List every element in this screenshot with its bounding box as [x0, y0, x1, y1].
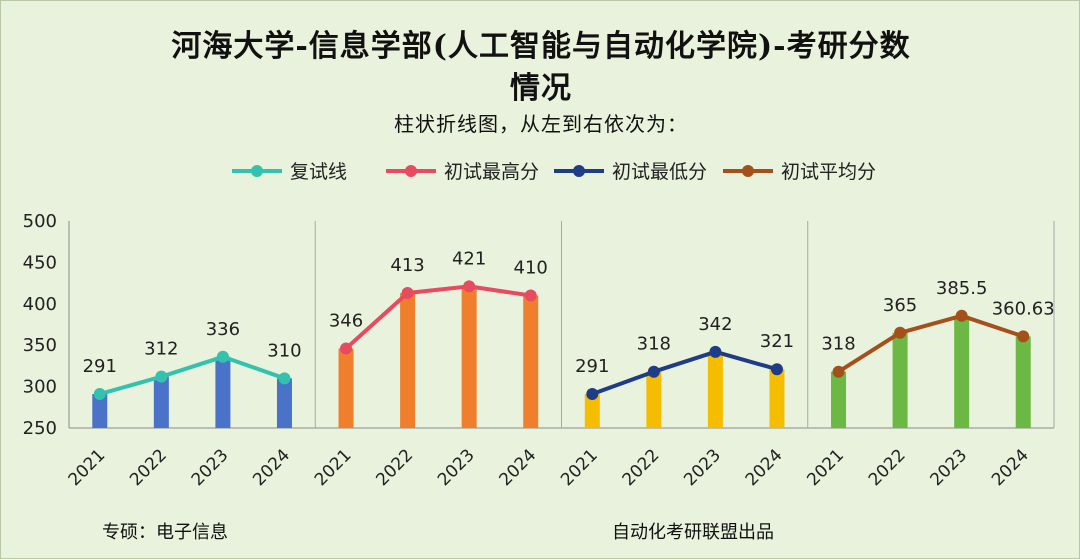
- x-tick-label: 2024: [988, 445, 1033, 490]
- bar-3-2024: [769, 369, 785, 428]
- x-tick-label: 2024: [496, 445, 541, 490]
- marker-3-2021: [586, 388, 599, 401]
- data-label: 291: [575, 356, 609, 377]
- marker-2-2024: [524, 289, 537, 302]
- bar-1-2023: [215, 356, 231, 428]
- bar-1-2021: [92, 394, 108, 428]
- x-tick-label: 2021: [557, 445, 602, 490]
- data-label: 318: [637, 334, 671, 355]
- bar-1-2022: [153, 376, 169, 428]
- series-line-3: [591, 349, 778, 396]
- x-tick-label: 2023: [434, 445, 479, 490]
- x-tick-label: 2023: [188, 445, 233, 490]
- data-label: 310: [267, 340, 301, 361]
- x-tick-label: 2022: [126, 445, 171, 490]
- marker-1-2023: [216, 350, 229, 363]
- x-tick-label: 2021: [65, 445, 110, 490]
- marker-4-2022: [894, 326, 907, 339]
- data-label: 342: [698, 314, 732, 335]
- legend-label-1: 复试线: [290, 161, 347, 183]
- marker-3-2024: [770, 363, 783, 376]
- data-label: 336: [206, 319, 240, 340]
- data-label: 318: [821, 334, 855, 355]
- y-tick-label: 500: [23, 211, 57, 232]
- y-tick-label: 400: [23, 294, 57, 315]
- legend-label-2: 初试最高分: [444, 161, 539, 183]
- data-label: 312: [144, 339, 178, 360]
- bar-2-2024: [523, 295, 539, 428]
- marker-4-2024: [1017, 330, 1030, 343]
- x-tick-label: 2022: [865, 445, 910, 490]
- bar-4-2021: [831, 371, 847, 428]
- y-tick-label: 300: [23, 377, 57, 398]
- x-tick-label: 2021: [803, 445, 848, 490]
- bar-4-2024: [1015, 336, 1031, 428]
- data-label: 413: [390, 255, 424, 276]
- legend-marker-4: [742, 165, 754, 177]
- data-label: 365: [883, 295, 917, 316]
- y-tick-label: 250: [23, 418, 57, 439]
- data-label: 346: [329, 311, 363, 332]
- marker-4-2023: [955, 309, 968, 322]
- marker-3-2022: [647, 365, 660, 378]
- legend-label-4: 初试平均分: [781, 161, 876, 183]
- legend-label-3: 初试最低分: [612, 161, 707, 183]
- marker-1-2021: [93, 388, 106, 401]
- bar-3-2023: [707, 351, 723, 428]
- bar-4-2023: [954, 315, 970, 428]
- data-label: 385.5: [936, 278, 988, 299]
- data-label: 410: [514, 258, 548, 279]
- bar-2-2021: [338, 348, 354, 428]
- data-label: 321: [760, 331, 794, 352]
- marker-2-2023: [463, 280, 476, 293]
- x-tick-label: 2022: [372, 445, 417, 490]
- bar-1-2024: [276, 378, 292, 428]
- x-tick-label: 2023: [680, 445, 725, 490]
- x-tick-label: 2024: [249, 445, 294, 490]
- series-line-1: [99, 354, 286, 396]
- data-label: 360.63: [992, 298, 1055, 319]
- legend-marker-1: [251, 165, 263, 177]
- chart-title-line1: 河海大学-信息学部(人工智能与自动化学院)-考研分数: [171, 29, 911, 64]
- chart-subtitle: 柱状折线图，从左到右依次为：: [394, 112, 688, 136]
- bar-2-2023: [461, 286, 477, 428]
- legend-marker-3: [573, 165, 585, 177]
- y-tick-label: 350: [23, 335, 57, 356]
- series-line-2: [344, 284, 532, 350]
- marker-3-2023: [709, 345, 722, 358]
- x-tick-label: 2021: [311, 445, 356, 490]
- data-label: 291: [83, 356, 117, 377]
- y-tick-label: 450: [23, 252, 57, 273]
- marker-2-2021: [340, 342, 353, 355]
- x-tick-label: 2023: [926, 445, 971, 490]
- marker-2-2022: [401, 287, 414, 300]
- major-label: 专硕：电子信息: [102, 522, 228, 543]
- x-tick-label: 2022: [619, 445, 664, 490]
- data-label: 421: [452, 248, 486, 269]
- bar-3-2021: [584, 394, 600, 428]
- bar-3-2022: [646, 371, 662, 428]
- x-tick-label: 2024: [742, 445, 787, 490]
- marker-4-2021: [832, 365, 845, 378]
- credit-label: 自动化考研联盟出品: [612, 522, 774, 543]
- legend-marker-2: [405, 165, 417, 177]
- bar-2-2022: [400, 293, 416, 428]
- series-line-4: [837, 313, 1024, 374]
- chart-title-line2: 情况: [510, 71, 572, 106]
- marker-1-2022: [155, 370, 168, 383]
- bar-4-2022: [892, 332, 908, 428]
- marker-1-2024: [278, 372, 291, 385]
